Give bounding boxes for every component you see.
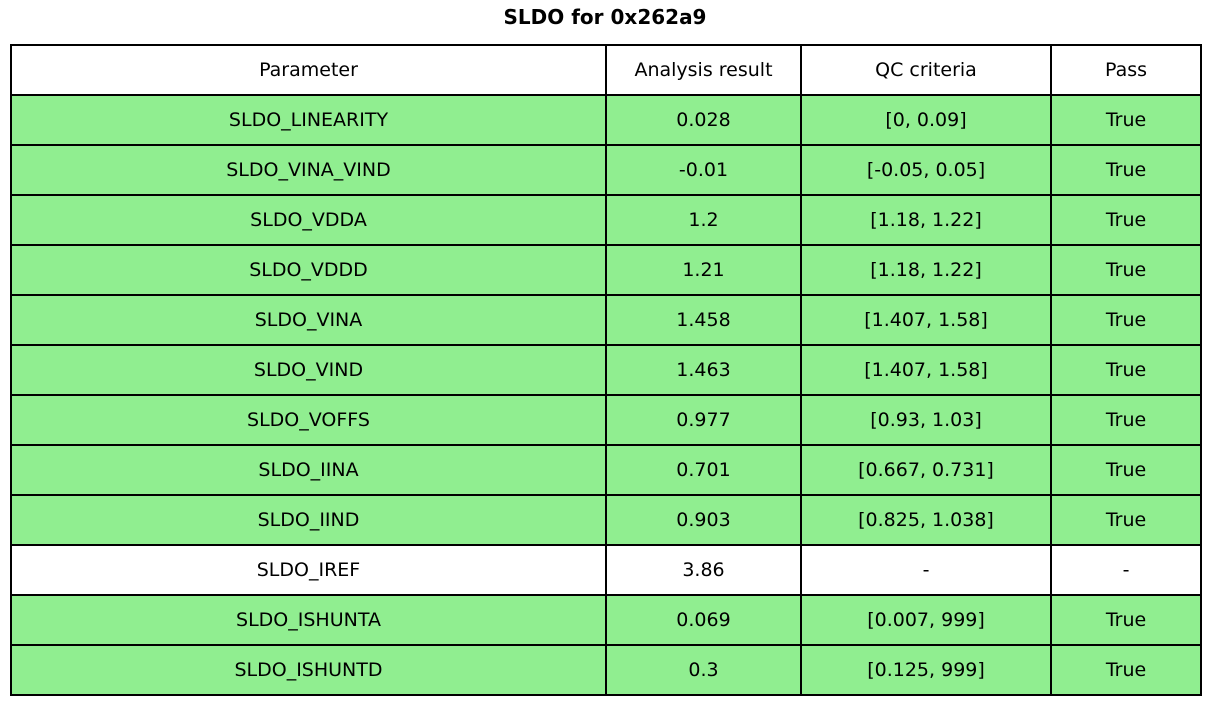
qc-results-table: Parameter Analysis result QC criteria Pa…	[10, 44, 1202, 696]
table-row: SLDO_VDDD 1.21 [1.18, 1.22] True	[10, 244, 1202, 296]
cell-qc-criteria: [0.825, 1.038]	[800, 494, 1052, 546]
cell-parameter: SLDO_IINA	[10, 444, 607, 496]
cell-pass: True	[1050, 244, 1202, 296]
cell-qc-criteria: [1.407, 1.58]	[800, 344, 1052, 396]
table-row: SLDO_VIND 1.463 [1.407, 1.58] True	[10, 344, 1202, 396]
header-row: Parameter Analysis result QC criteria Pa…	[10, 44, 1202, 96]
cell-qc-criteria: [1.18, 1.22]	[800, 244, 1052, 296]
cell-parameter: SLDO_VINA	[10, 294, 607, 346]
page-title: SLDO for 0x262a9	[503, 5, 707, 29]
cell-pass: True	[1050, 644, 1202, 696]
table-row: SLDO_VOFFS 0.977 [0.93, 1.03] True	[10, 394, 1202, 446]
cell-parameter: SLDO_VINA_VIND	[10, 144, 607, 196]
cell-analysis-result: 0.3	[605, 644, 802, 696]
column-header-qc-criteria: QC criteria	[800, 44, 1052, 96]
cell-pass: True	[1050, 444, 1202, 496]
cell-qc-criteria: [0.007, 999]	[800, 594, 1052, 646]
cell-qc-criteria: [0, 0.09]	[800, 94, 1052, 146]
cell-analysis-result: 1.463	[605, 344, 802, 396]
cell-pass: True	[1050, 94, 1202, 146]
cell-parameter: SLDO_VIND	[10, 344, 607, 396]
cell-analysis-result: 0.028	[605, 94, 802, 146]
table-row: SLDO_LINEARITY 0.028 [0, 0.09] True	[10, 94, 1202, 146]
cell-parameter: SLDO_VDDA	[10, 194, 607, 246]
cell-qc-criteria: -	[800, 544, 1052, 596]
cell-parameter: SLDO_IREF	[10, 544, 607, 596]
cell-analysis-result: 1.21	[605, 244, 802, 296]
cell-analysis-result: 0.903	[605, 494, 802, 546]
cell-parameter: SLDO_LINEARITY	[10, 94, 607, 146]
cell-pass: True	[1050, 594, 1202, 646]
cell-analysis-result: 0.701	[605, 444, 802, 496]
cell-analysis-result: -0.01	[605, 144, 802, 196]
cell-analysis-result: 3.86	[605, 544, 802, 596]
table-row: SLDO_VINA 1.458 [1.407, 1.58] True	[10, 294, 1202, 346]
cell-qc-criteria: [1.18, 1.22]	[800, 194, 1052, 246]
cell-analysis-result: 1.458	[605, 294, 802, 346]
table-row: SLDO_IIND 0.903 [0.825, 1.038] True	[10, 494, 1202, 546]
cell-pass: True	[1050, 294, 1202, 346]
cell-qc-criteria: [1.407, 1.58]	[800, 294, 1052, 346]
cell-qc-criteria: [0.93, 1.03]	[800, 394, 1052, 446]
column-header-parameter: Parameter	[10, 44, 607, 96]
cell-pass: True	[1050, 494, 1202, 546]
cell-parameter: SLDO_ISHUNTA	[10, 594, 607, 646]
column-header-pass: Pass	[1050, 44, 1202, 96]
table-row: SLDO_IINA 0.701 [0.667, 0.731] True	[10, 444, 1202, 496]
cell-qc-criteria: [0.667, 0.731]	[800, 444, 1052, 496]
cell-pass: True	[1050, 394, 1202, 446]
cell-pass: True	[1050, 344, 1202, 396]
cell-analysis-result: 0.977	[605, 394, 802, 446]
cell-analysis-result: 1.2	[605, 194, 802, 246]
cell-parameter: SLDO_VDDD	[10, 244, 607, 296]
table-row: SLDO_ISHUNTD 0.3 [0.125, 999] True	[10, 644, 1202, 696]
cell-qc-criteria: [-0.05, 0.05]	[800, 144, 1052, 196]
cell-pass: True	[1050, 144, 1202, 196]
table-row: SLDO_IREF 3.86 - -	[10, 544, 1202, 596]
table-row: SLDO_VDDA 1.2 [1.18, 1.22] True	[10, 194, 1202, 246]
table-row: SLDO_ISHUNTA 0.069 [0.007, 999] True	[10, 594, 1202, 646]
cell-parameter: SLDO_ISHUNTD	[10, 644, 607, 696]
column-header-analysis-result: Analysis result	[605, 44, 802, 96]
cell-analysis-result: 0.069	[605, 594, 802, 646]
cell-parameter: SLDO_IIND	[10, 494, 607, 546]
table-row: SLDO_VINA_VIND -0.01 [-0.05, 0.05] True	[10, 144, 1202, 196]
cell-qc-criteria: [0.125, 999]	[800, 644, 1052, 696]
cell-parameter: SLDO_VOFFS	[10, 394, 607, 446]
cell-pass: True	[1050, 194, 1202, 246]
cell-pass: -	[1050, 544, 1202, 596]
